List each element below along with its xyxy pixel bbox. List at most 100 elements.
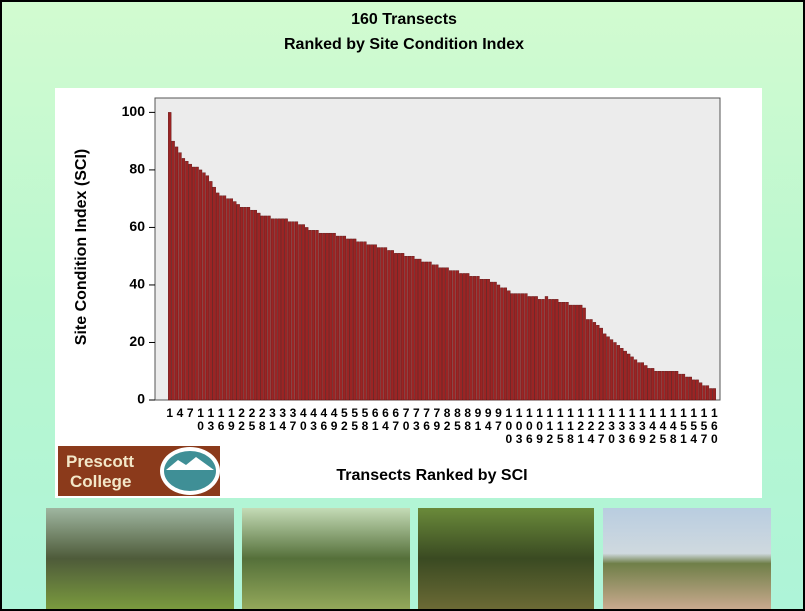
bar [537, 299, 542, 401]
x-tick-label: 37 [286, 406, 300, 432]
bar [698, 382, 703, 401]
bar [692, 379, 696, 401]
bar [702, 385, 706, 401]
bar [541, 299, 545, 401]
bar [407, 255, 412, 401]
bar [520, 293, 525, 401]
x-tick-label: 34 [276, 406, 290, 432]
bar [294, 221, 299, 401]
logo-mountain [166, 457, 214, 470]
y-tick-label: 40 [129, 276, 145, 292]
bar [277, 218, 281, 401]
bar [305, 227, 309, 401]
bar [650, 368, 655, 401]
bar [466, 273, 470, 401]
bar [565, 302, 569, 401]
bar [568, 304, 573, 401]
bar [616, 345, 621, 401]
x-axis-label: Transects Ranked by SCI [336, 467, 527, 484]
x-tick-label: 115 [553, 406, 567, 445]
bar [490, 281, 494, 401]
bar [274, 218, 278, 401]
bar [455, 270, 460, 401]
bar [376, 247, 381, 401]
x-tick-label: 61 [368, 406, 382, 432]
bar [246, 207, 251, 401]
bar [548, 299, 552, 401]
bar [411, 255, 415, 401]
y-tick-label: 0 [137, 391, 145, 407]
bar [640, 362, 645, 401]
bar [287, 221, 292, 401]
bar [627, 353, 631, 401]
bar [445, 267, 449, 401]
bar [404, 255, 408, 401]
bar [236, 204, 240, 401]
x-tick-label: 28 [255, 406, 269, 432]
bar [678, 373, 682, 401]
bar [342, 235, 347, 401]
bar [233, 201, 237, 401]
bar [476, 276, 480, 401]
bar [185, 161, 189, 401]
bar [198, 169, 203, 401]
x-tick-label: 67 [389, 406, 403, 432]
bar [212, 186, 216, 401]
bar [582, 307, 586, 401]
bar [205, 175, 210, 401]
bar [253, 209, 257, 401]
photo [242, 508, 410, 609]
bar [171, 140, 175, 401]
x-tick-label: 103 [512, 406, 526, 445]
y-tick-label: 80 [129, 161, 145, 177]
bar [353, 238, 357, 401]
bar [226, 198, 230, 401]
x-tick-label: 43 [307, 406, 321, 432]
bar [301, 224, 305, 401]
bar [370, 244, 374, 401]
x-tick-label: 52 [337, 406, 351, 432]
x-tick-label: 151 [676, 406, 690, 445]
bar [349, 238, 353, 401]
x-tick-label: 13 [204, 406, 218, 432]
x-tick-label: 130 [605, 406, 619, 445]
bar [366, 244, 371, 401]
bar [688, 376, 692, 401]
bar [394, 253, 398, 401]
bar [329, 232, 333, 401]
bar [260, 215, 264, 401]
bar [469, 276, 473, 401]
bar [558, 302, 562, 401]
bar [664, 371, 668, 401]
bar [315, 230, 319, 401]
bar [383, 247, 388, 401]
bar [281, 218, 285, 401]
bar [421, 261, 425, 401]
bar [579, 304, 583, 401]
x-tick-label: 40 [296, 406, 310, 432]
bar [479, 279, 484, 401]
x-tick-label: 82 [440, 406, 454, 432]
bar [448, 270, 453, 401]
bar [510, 293, 514, 401]
bar [486, 279, 490, 401]
bar [596, 325, 600, 401]
bar [661, 371, 665, 401]
bar [544, 296, 549, 401]
bar [431, 264, 436, 401]
bar [496, 284, 501, 401]
bar [674, 371, 679, 401]
x-tick-label: 118 [563, 406, 577, 445]
bar [387, 250, 391, 401]
chart-title: 160 Transects [351, 11, 457, 28]
bar [681, 373, 686, 401]
x-tick-label: 70 [399, 406, 413, 432]
x-tick-label: 46 [317, 406, 331, 432]
x-tick-label: 127 [594, 406, 608, 445]
x-tick-label: 112 [543, 406, 557, 445]
bar [335, 235, 340, 401]
bar [513, 293, 518, 401]
y-axis-label: Site Condition Index (SCI) [73, 149, 90, 345]
